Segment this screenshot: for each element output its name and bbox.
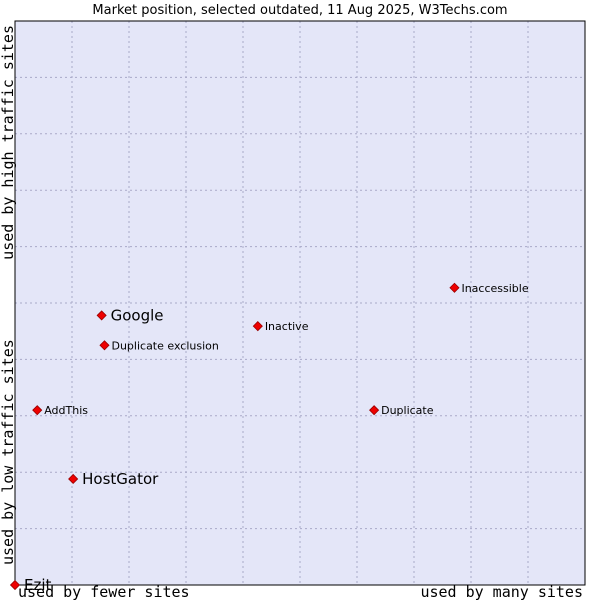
data-point-marker (9, 579, 21, 591)
grid (15, 21, 585, 585)
data-point-marker (99, 340, 110, 351)
data-point-marker (68, 473, 79, 485)
data-point-label: Duplicate exclusion (111, 339, 218, 352)
data-point-label: AddThis (44, 404, 88, 417)
chart-title: Market position, selected outdated, 11 A… (92, 3, 507, 18)
y-axis-label-top: used by high traffic sites (0, 25, 17, 260)
data-point-label: Duplicate (381, 404, 434, 417)
data-point-label: Ezit (24, 576, 52, 594)
data-point-marker (252, 321, 263, 332)
y-axis-label-bottom: used by low traffic sites (0, 339, 17, 565)
data-point-label: Google (111, 306, 164, 324)
data-point-marker (449, 282, 460, 293)
data-point-label: Inaccessible (461, 282, 528, 295)
plot-border (14, 20, 586, 586)
data-point-marker (96, 310, 107, 321)
x-axis-label-left: used by fewer sites (18, 583, 190, 600)
data-points: Google Inactive Inaccessible Duplicate excl… (9, 282, 529, 594)
data-point-marker (32, 405, 43, 416)
x-axis-label-right: used by many sites (420, 583, 583, 600)
data-point-label: Inactive (265, 320, 309, 333)
data-point-marker (369, 405, 380, 416)
data-point-label: HostGator (82, 470, 159, 488)
